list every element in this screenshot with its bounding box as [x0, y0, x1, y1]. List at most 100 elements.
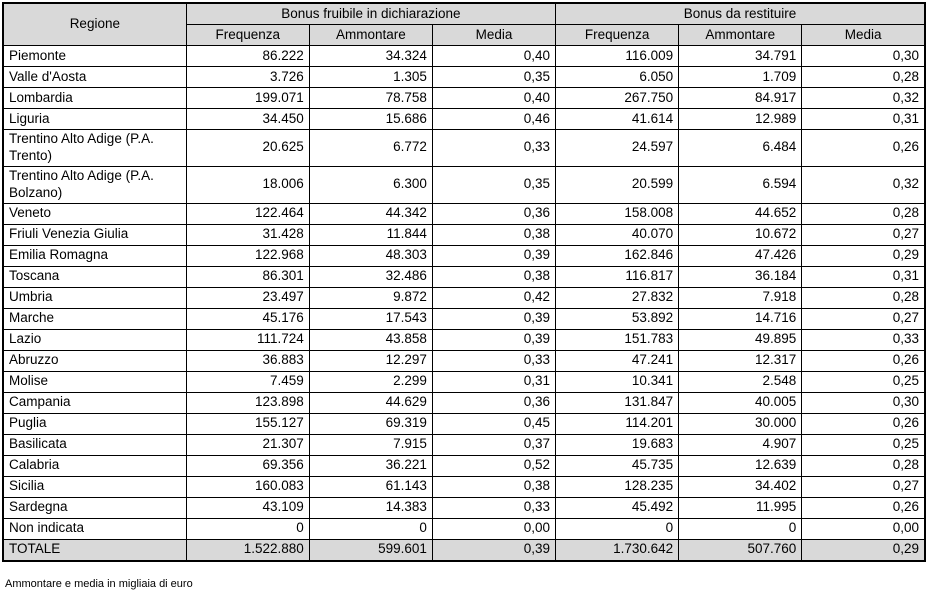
value-cell: 44.342 — [308, 202, 433, 225]
total-value-cell: 599.601 — [308, 538, 433, 561]
value-cell: 0,36 — [431, 391, 557, 414]
value-cell: 9.872 — [308, 286, 433, 309]
value-cell: 123.898 — [185, 391, 310, 414]
value-cell: 36.883 — [185, 349, 310, 372]
value-cell: 44.652 — [678, 202, 803, 225]
group-header-bonus-restituire: Bonus da restituire — [555, 2, 926, 25]
region-cell: Friuli Venezia Giulia — [2, 223, 187, 246]
value-cell: 36.221 — [308, 454, 433, 477]
value-cell: 0,27 — [801, 475, 926, 498]
table-body: Piemonte 86.222 34.324 0,40 116.009 34.7… — [2, 45, 926, 540]
value-cell: 0,27 — [801, 223, 926, 246]
value-cell: 0,33 — [431, 349, 557, 372]
region-cell: Umbria — [2, 286, 187, 309]
value-cell: 1.709 — [678, 66, 803, 88]
value-cell: 0,28 — [801, 286, 926, 309]
value-cell: 0,26 — [801, 496, 926, 519]
value-cell: 0 — [308, 517, 433, 540]
table-row: Calabria 69.356 36.221 0,52 45.735 12.63… — [2, 454, 926, 477]
value-cell: 0,25 — [801, 433, 926, 456]
column-header-frequenza-restituire: Frequenza — [555, 24, 680, 46]
table-row: Marche 45.176 17.543 0,39 53.892 14.716 … — [2, 307, 926, 330]
value-cell: 43.109 — [185, 496, 310, 519]
value-cell: 0 — [185, 517, 310, 540]
value-cell: 4.907 — [678, 433, 803, 456]
value-cell: 0,32 — [801, 165, 926, 204]
table-row: Valle d'Aosta 3.726 1.305 0,35 6.050 1.7… — [2, 66, 926, 88]
value-cell: 151.783 — [555, 328, 680, 351]
value-cell: 0,26 — [801, 349, 926, 372]
column-header-ammontare-fruibile: Ammontare — [308, 24, 433, 46]
value-cell: 0,38 — [431, 265, 557, 288]
value-cell: 34.324 — [308, 45, 433, 67]
table-row: Trentino Alto Adige (P.A. Trento) 20.625… — [2, 129, 926, 167]
value-cell: 45.735 — [555, 454, 680, 477]
value-cell: 34.450 — [185, 108, 310, 130]
value-cell: 48.303 — [308, 244, 433, 267]
value-cell: 0,46 — [431, 108, 557, 130]
value-cell: 1.305 — [308, 66, 433, 88]
value-cell: 0 — [555, 517, 680, 540]
value-cell: 0,28 — [801, 202, 926, 225]
value-cell: 0,37 — [431, 433, 557, 456]
value-cell: 6.594 — [678, 165, 803, 204]
value-cell: 27.832 — [555, 286, 680, 309]
value-cell: 0,33 — [431, 129, 557, 167]
value-cell: 32.486 — [308, 265, 433, 288]
value-cell: 162.846 — [555, 244, 680, 267]
value-cell: 0,28 — [801, 66, 926, 88]
value-cell: 158.008 — [555, 202, 680, 225]
value-cell: 0,31 — [801, 265, 926, 288]
region-cell: Valle d'Aosta — [2, 66, 187, 88]
table-row: Umbria 23.497 9.872 0,42 27.832 7.918 0,… — [2, 286, 926, 309]
value-cell: 0,38 — [431, 475, 557, 498]
value-cell: 128.235 — [555, 475, 680, 498]
value-cell: 47.241 — [555, 349, 680, 372]
value-cell: 0,27 — [801, 307, 926, 330]
value-cell: 0,39 — [431, 328, 557, 351]
region-cell: Non indicata — [2, 517, 187, 540]
value-cell: 0,31 — [801, 108, 926, 130]
value-cell: 86.222 — [185, 45, 310, 67]
table-row: Puglia 155.127 69.319 0,45 114.201 30.00… — [2, 412, 926, 435]
value-cell: 0,00 — [431, 517, 557, 540]
value-cell: 18.006 — [185, 165, 310, 204]
table-row: Abruzzo 36.883 12.297 0,33 47.241 12.317… — [2, 349, 926, 372]
value-cell: 20.625 — [185, 129, 310, 167]
table-row: Campania 123.898 44.629 0,36 131.847 40.… — [2, 391, 926, 414]
value-cell: 12.639 — [678, 454, 803, 477]
value-cell: 7.459 — [185, 370, 310, 393]
region-cell: Sicilia — [2, 475, 187, 498]
value-cell: 24.597 — [555, 129, 680, 167]
column-header-media-fruibile: Media — [431, 24, 557, 46]
value-cell: 6.050 — [555, 66, 680, 88]
value-cell: 0,00 — [801, 517, 926, 540]
value-cell: 47.426 — [678, 244, 803, 267]
table-row: Liguria 34.450 15.686 0,46 41.614 12.989… — [2, 108, 926, 130]
value-cell: 69.319 — [308, 412, 433, 435]
column-header-frequenza-fruibile: Frequenza — [185, 24, 310, 46]
value-cell: 69.356 — [185, 454, 310, 477]
table-row: Basilicata 21.307 7.915 0,37 19.683 4.90… — [2, 433, 926, 456]
value-cell: 23.497 — [185, 286, 310, 309]
value-cell: 15.686 — [308, 108, 433, 130]
value-cell: 86.301 — [185, 265, 310, 288]
table-row: Lombardia 199.071 78.758 0,40 267.750 84… — [2, 87, 926, 109]
region-cell: Molise — [2, 370, 187, 393]
table-row: Veneto 122.464 44.342 0,36 158.008 44.65… — [2, 202, 926, 225]
value-cell: 44.629 — [308, 391, 433, 414]
value-cell: 84.917 — [678, 87, 803, 109]
value-cell: 12.297 — [308, 349, 433, 372]
value-cell: 0,39 — [431, 307, 557, 330]
table-row: Piemonte 86.222 34.324 0,40 116.009 34.7… — [2, 45, 926, 67]
region-cell: Lombardia — [2, 87, 187, 109]
table-row: Trentino Alto Adige (P.A. Bolzano) 18.00… — [2, 165, 926, 204]
sub-header-row: Frequenza Ammontare Media Frequenza Ammo… — [3, 24, 926, 46]
value-cell: 14.716 — [678, 307, 803, 330]
total-value-cell: 507.760 — [678, 538, 803, 561]
bonus-table: Regione Bonus fruibile in dichiarazione … — [2, 2, 926, 562]
value-cell: 0,35 — [431, 165, 557, 204]
total-value-cell: 0,29 — [801, 538, 926, 561]
value-cell: 0,36 — [431, 202, 557, 225]
